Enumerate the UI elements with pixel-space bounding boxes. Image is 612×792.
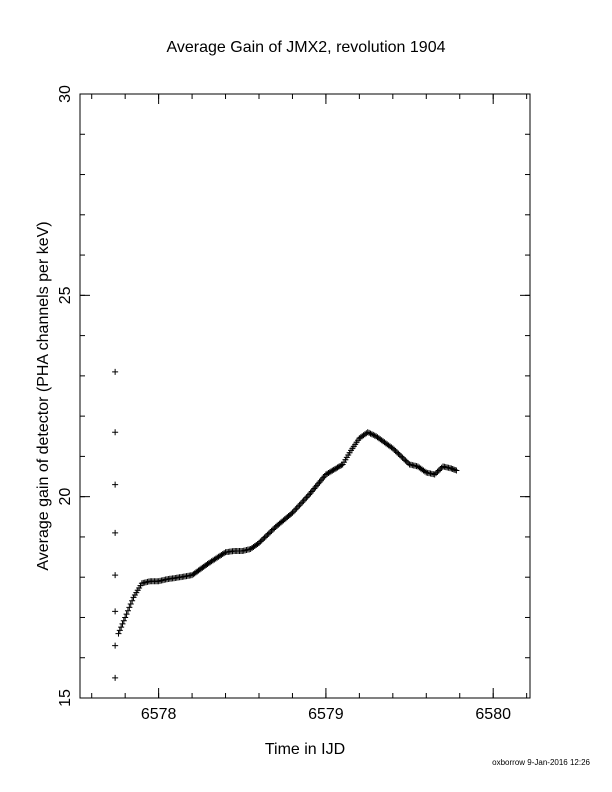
trend-point <box>303 494 310 501</box>
trend-point <box>267 529 274 536</box>
trend-point <box>398 453 405 460</box>
trend-point <box>118 624 125 631</box>
chart-title: Average Gain of JMX2, revolution 1904 <box>167 39 446 56</box>
trend-point <box>394 449 401 456</box>
trend-point <box>221 550 228 557</box>
x-tick-label: 6579 <box>308 706 344 723</box>
data-marks-group <box>112 368 460 681</box>
trend-point <box>391 446 398 453</box>
outlier-point <box>112 429 119 436</box>
trend-point <box>437 466 444 473</box>
trend-point <box>302 496 308 503</box>
trend-point <box>299 499 306 506</box>
trend-point <box>452 466 459 473</box>
footer-timestamp: oxborrow 9-Jan-2016 12:26 <box>492 758 590 767</box>
y-tick-label: 30 <box>57 85 74 103</box>
outlier-point <box>112 529 119 536</box>
plot-frame <box>79 93 531 699</box>
trend-point <box>402 457 409 464</box>
trend-point <box>115 630 122 637</box>
trend-point <box>293 505 300 512</box>
y-axis-label: Average gain of detector (PHA channels p… <box>35 221 52 570</box>
axes-group: 6578 6579 6580 15 20 25 30 <box>57 85 530 723</box>
trend-point <box>367 430 374 437</box>
trend-point <box>269 526 276 533</box>
trend-point <box>295 503 302 510</box>
outlier-point <box>112 642 119 649</box>
trend-point <box>262 533 269 540</box>
trend-point <box>300 497 307 504</box>
trend-point <box>403 458 410 465</box>
x-axis-label: Time in IJD <box>265 741 345 758</box>
trend-point <box>255 539 262 546</box>
trend-point <box>370 431 377 438</box>
y-tick-label: 20 <box>57 488 74 506</box>
y-tick-label: 25 <box>57 286 74 304</box>
trend-point <box>434 468 441 475</box>
trend-point <box>124 607 131 614</box>
trend-point <box>119 620 126 627</box>
trend-point <box>265 530 272 537</box>
trend-point <box>364 429 371 436</box>
trend-point <box>400 456 407 463</box>
trend-point <box>433 470 440 477</box>
trend-point <box>122 614 129 621</box>
trend-point <box>368 431 375 438</box>
trend-point <box>399 454 406 461</box>
outlier-point <box>112 608 119 615</box>
trend-point <box>261 534 268 541</box>
trend-point <box>438 464 445 471</box>
trend-point <box>116 627 123 634</box>
trend-point <box>435 467 442 474</box>
outlier-point <box>112 481 119 488</box>
trend-point <box>453 467 460 474</box>
trend-point <box>127 601 134 608</box>
trend-point <box>450 466 457 473</box>
trend-point <box>260 535 267 542</box>
outlier-point <box>112 674 119 681</box>
trend-point <box>448 465 455 472</box>
x-tick-label: 6578 <box>141 706 177 723</box>
trend-point <box>268 527 275 534</box>
trend-point <box>366 429 373 436</box>
trend-point <box>258 537 265 544</box>
y-tick-label: 15 <box>57 689 74 707</box>
trend-point <box>257 538 264 545</box>
trend-point <box>129 597 136 604</box>
trend-point <box>395 450 402 457</box>
trend-point <box>449 465 456 472</box>
trend-point <box>264 531 271 538</box>
trend-point <box>396 452 403 459</box>
trend-point <box>296 502 303 509</box>
x-tick-label: 6580 <box>475 706 511 723</box>
trend-point <box>431 471 438 478</box>
trend-point <box>421 468 428 475</box>
trend-point <box>120 617 127 624</box>
trend-point <box>304 493 311 500</box>
trend-point <box>392 448 399 455</box>
trend-point <box>292 506 299 513</box>
trend-point <box>297 500 304 507</box>
trend-point <box>126 604 133 611</box>
outlier-point <box>112 368 119 375</box>
trend-point <box>338 462 345 469</box>
trend-point <box>389 445 396 452</box>
trend-point <box>288 510 295 517</box>
outlier-point <box>112 572 119 579</box>
trend-point <box>123 611 130 618</box>
